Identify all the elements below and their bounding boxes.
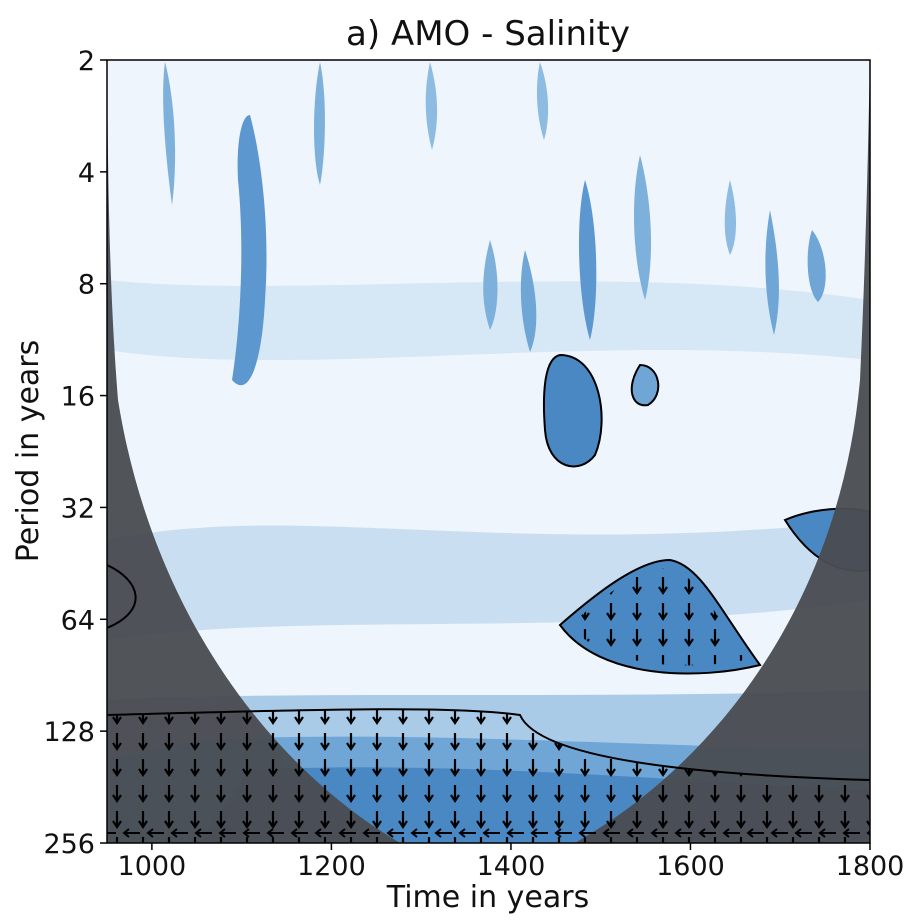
blob-16yr-small	[630, 363, 660, 407]
y-tick-label: 32	[61, 493, 95, 524]
contour-left-64yr	[107, 564, 137, 629]
streak	[520, 250, 537, 352]
x-axis-ticks: 1000 1200 1400 1600 1800	[118, 843, 905, 882]
streak	[578, 180, 597, 340]
arrow-field-256yr	[107, 825, 870, 839]
y-axis-ticks: 2 4 8 16 32 64 128 256	[43, 46, 107, 860]
plot-frame	[106, 59, 871, 844]
chart-title: a) AMO - Salinity	[346, 14, 630, 54]
contour-century	[107, 708, 870, 781]
x-axis-label: Time in years	[386, 880, 589, 915]
streak	[232, 115, 267, 386]
cone-left	[107, 60, 400, 843]
x-tick-label: 1000	[118, 851, 187, 882]
blob-16yr	[542, 353, 603, 468]
y-tick-label: 256	[43, 829, 95, 860]
streak	[807, 230, 826, 302]
cone-right	[575, 60, 870, 843]
x-tick-label: 1200	[297, 851, 366, 882]
y-tick-label: 4	[78, 158, 95, 189]
y-tick-label: 64	[61, 605, 95, 636]
x-tick-label: 1800	[836, 851, 905, 882]
y-tick-label: 8	[78, 270, 95, 301]
streaks-group	[163, 62, 826, 386]
x-tick-label: 1600	[656, 851, 725, 882]
arrow-field-century	[107, 709, 870, 843]
y-tick-label: 2	[78, 46, 95, 77]
arrow-field-64yr	[570, 568, 745, 666]
power-field	[107, 60, 870, 843]
streak	[633, 155, 652, 300]
streak	[483, 240, 498, 330]
streak	[765, 210, 779, 335]
streak	[163, 62, 176, 205]
y-axis-label: Period in years	[11, 340, 46, 563]
streak	[536, 62, 549, 140]
streak	[314, 62, 325, 185]
y-tick-label: 128	[43, 717, 95, 748]
streak	[724, 180, 736, 255]
y-tick-label: 16	[61, 382, 95, 413]
x-tick-label: 1400	[477, 851, 546, 882]
streak	[425, 62, 438, 150]
